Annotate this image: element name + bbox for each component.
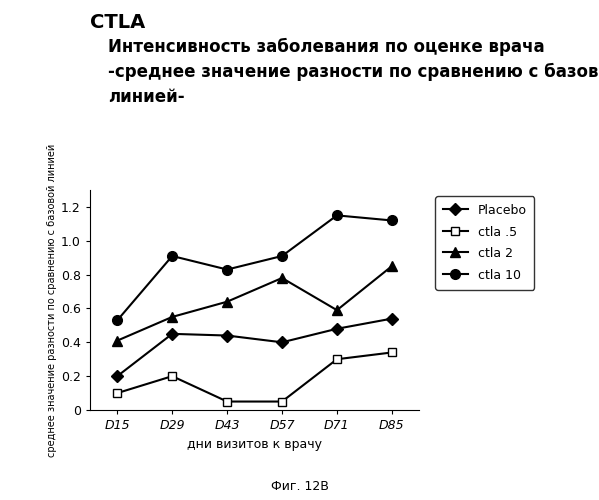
ctla 2	[114, 338, 121, 344]
Text: Фиг. 12B: Фиг. 12B	[271, 480, 328, 492]
Y-axis label: среднее значение разности по сравнению с базовой линией: среднее значение разности по сравнению с…	[47, 144, 57, 457]
X-axis label: дни визитов к врачу: дни визитов к врачу	[187, 438, 322, 450]
ctla 2	[279, 275, 286, 281]
ctla .5	[169, 373, 176, 379]
ctla 10	[169, 253, 176, 259]
Text: -среднее значение разности по сравнению с базовой: -среднее значение разности по сравнению …	[108, 62, 599, 80]
Line: ctla 10: ctla 10	[113, 210, 397, 325]
Placebo	[169, 331, 176, 337]
Line: ctla .5: ctla .5	[113, 348, 396, 406]
Legend: Placebo, ctla .5, ctla 2, ctla 10: Placebo, ctla .5, ctla 2, ctla 10	[435, 196, 534, 290]
Line: Placebo: Placebo	[113, 314, 396, 380]
Line: ctla 2: ctla 2	[113, 262, 397, 345]
ctla .5	[333, 356, 340, 362]
ctla 2	[169, 314, 176, 320]
ctla 10	[114, 318, 121, 324]
ctla 10	[388, 218, 395, 224]
Placebo	[333, 326, 340, 332]
Placebo	[279, 340, 286, 345]
Placebo	[388, 316, 395, 322]
ctla .5	[388, 350, 395, 356]
ctla 10	[279, 253, 286, 259]
ctla .5	[223, 398, 231, 404]
ctla 2	[333, 307, 340, 313]
ctla 2	[223, 298, 231, 304]
ctla 10	[333, 212, 340, 218]
ctla 2	[388, 263, 395, 269]
Text: Интенсивность заболевания по оценке врача: Интенсивность заболевания по оценке врач…	[108, 38, 544, 56]
Text: линией-: линией-	[108, 88, 184, 106]
ctla .5	[114, 390, 121, 396]
ctla 10	[223, 266, 231, 272]
Text: CTLA: CTLA	[90, 12, 145, 32]
Placebo	[114, 373, 121, 379]
Placebo	[223, 332, 231, 338]
ctla .5	[279, 398, 286, 404]
